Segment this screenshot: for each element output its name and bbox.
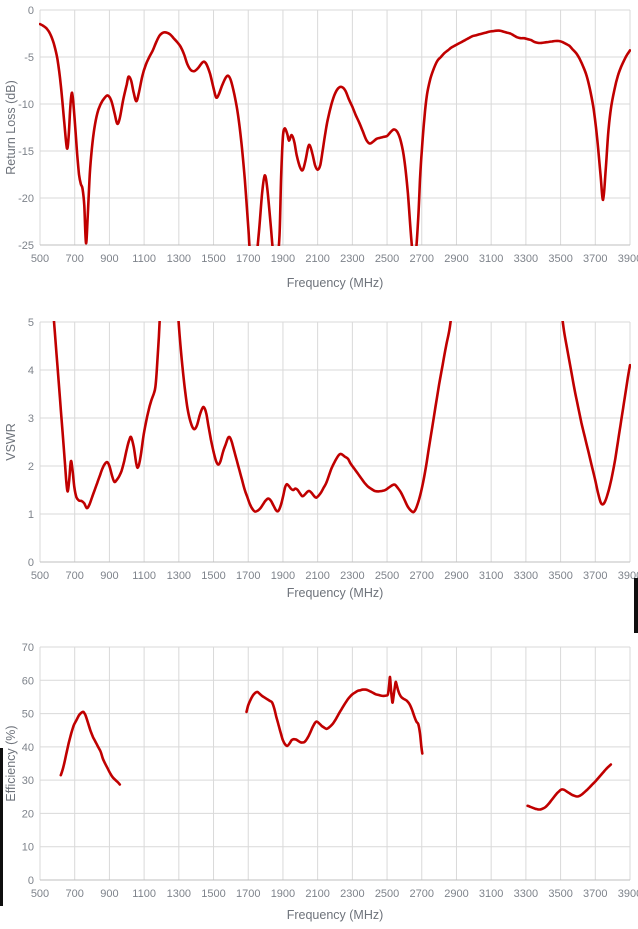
x-tick-label: 1100 (132, 253, 156, 265)
x-tick-label: 700 (66, 888, 84, 900)
x-tick-label: 1100 (132, 570, 156, 582)
x-tick-label: 3500 (548, 888, 572, 900)
y-tick-label: -15 (18, 146, 34, 158)
y-tick-label: -20 (18, 193, 34, 205)
x-tick-label: 2900 (444, 570, 468, 582)
efficiency-chart: 500 700 900 1100 1300 1500 1700 1900 2100 2300 250… (4, 642, 638, 922)
return-loss-chart: 500 700 900 1100 1300 1500 1700 1900 2100 2300 250… (4, 5, 638, 290)
x-tick-label: 1300 (167, 570, 191, 582)
x-axis-title: Frequency (MHz) (287, 276, 384, 290)
series-line (52, 321, 161, 510)
x-tick-label: 1500 (201, 253, 225, 265)
series-line (177, 321, 452, 514)
x-tick-label: 1100 (132, 888, 156, 900)
x-tick-label: 3700 (583, 888, 607, 900)
x-tick-label: 1500 (201, 888, 225, 900)
y-tick-label: 0 (28, 875, 34, 887)
y-tick-label: 2 (28, 461, 34, 473)
x-axis-title: Frequency (MHz) (287, 586, 384, 600)
series-line (526, 763, 613, 811)
x-tick-label: 1500 (201, 570, 225, 582)
vswr-chart: 500 700 900 1100 1300 1500 1700 1900 2100 2300 250… (4, 317, 638, 600)
y-axis-title: Efficiency (%) (4, 725, 18, 801)
y-tick-label: 20 (22, 808, 34, 820)
y-tick-label: 4 (28, 365, 34, 377)
x-tick-label: 500 (31, 253, 49, 265)
y-tick-label: -25 (18, 240, 34, 252)
x-axis-title: Frequency (MHz) (287, 908, 384, 922)
x-tick-label: 900 (100, 570, 118, 582)
x-tick-label: 2700 (410, 888, 434, 900)
x-tick-label: 500 (31, 570, 49, 582)
x-tick-label: 3100 (479, 570, 503, 582)
y-tick-label: 30 (22, 775, 34, 787)
x-tick-label: 700 (66, 253, 84, 265)
x-tick-label: 1700 (236, 888, 260, 900)
series-line (245, 675, 424, 755)
y-tick-label: 0 (28, 5, 34, 17)
x-tick-label: 3700 (583, 570, 607, 582)
x-tick-label: 2700 (410, 570, 434, 582)
y-tick-label: 3 (28, 413, 34, 425)
y-tick-label: 5 (28, 317, 34, 329)
y-tick-label: 50 (22, 709, 34, 721)
x-tick-label: 3700 (583, 253, 607, 265)
y-tick-label: 70 (22, 642, 34, 654)
x-tick-label: 2500 (375, 888, 399, 900)
x-tick-label: 2900 (444, 888, 468, 900)
x-tick-label: 2900 (444, 253, 468, 265)
x-tick-label: 2300 (340, 570, 364, 582)
x-tick-label: 3100 (479, 888, 503, 900)
y-axis-title: VSWR (4, 423, 18, 461)
y-tick-label: 0 (28, 557, 34, 569)
y-tick-label: 10 (22, 842, 34, 854)
x-tick-label: 3300 (514, 888, 538, 900)
y-tick-label: 1 (28, 509, 34, 521)
y-axis-title: Return Loss (dB) (4, 80, 18, 174)
series-line (561, 321, 631, 506)
page-edge-artifact-right (634, 578, 638, 633)
series-line (59, 710, 122, 786)
x-tick-label: 700 (66, 570, 84, 582)
x-tick-label: 1900 (271, 253, 295, 265)
x-tick-label: 500 (31, 888, 49, 900)
x-tick-label: 2300 (340, 253, 364, 265)
x-tick-label: 3300 (514, 253, 538, 265)
x-tick-label: 1700 (236, 253, 260, 265)
x-tick-label: 1300 (167, 253, 191, 265)
x-tick-label: 2500 (375, 570, 399, 582)
x-tick-label: 2100 (305, 888, 329, 900)
y-tick-label: 60 (22, 675, 34, 687)
x-tick-label: 900 (100, 253, 118, 265)
x-tick-label: 900 (100, 888, 118, 900)
x-tick-label: 2100 (305, 253, 329, 265)
page-edge-artifact-left (0, 748, 3, 906)
x-tick-label: 1900 (271, 888, 295, 900)
x-tick-label: 1700 (236, 570, 260, 582)
series-line (39, 22, 631, 246)
y-tick-label: -5 (24, 52, 34, 64)
y-tick-label: -10 (18, 99, 34, 111)
x-tick-label: 2300 (340, 888, 364, 900)
y-tick-label: 40 (22, 742, 34, 754)
x-tick-label: 1300 (167, 888, 191, 900)
x-tick-label: 1900 (271, 570, 295, 582)
x-tick-label: 3500 (548, 570, 572, 582)
x-tick-label: 3100 (479, 253, 503, 265)
x-tick-label: 3300 (514, 570, 538, 582)
x-tick-label: 2700 (410, 253, 434, 265)
x-tick-label: 2500 (375, 253, 399, 265)
x-tick-label: 3500 (548, 253, 572, 265)
x-tick-label: 2100 (305, 570, 329, 582)
